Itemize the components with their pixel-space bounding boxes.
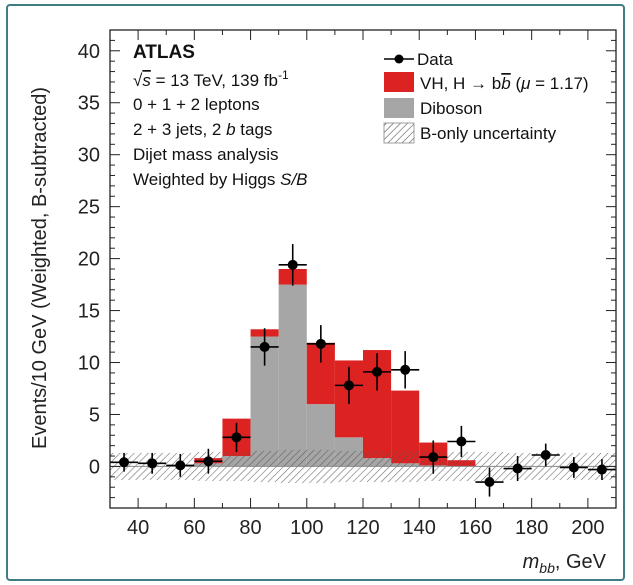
data-point <box>596 464 607 475</box>
data-point <box>147 458 158 469</box>
sqrt-symbol: √ <box>133 71 143 90</box>
data-point <box>119 457 130 468</box>
data-point <box>456 436 467 447</box>
plot-area: 40 60 80 100 120 140 160 180 200 0 5 10 15 20 25 30 35 40 <box>78 29 617 539</box>
x-tick-label: 140 <box>403 517 436 539</box>
data-point <box>484 477 495 488</box>
data-point <box>512 463 523 474</box>
legend-data-marker <box>394 54 404 64</box>
x-tick-label: 80 <box>239 517 261 539</box>
legend-item-data: Data <box>384 50 453 69</box>
y-tick-label: 25 <box>78 197 100 219</box>
leptons-label: 0 + 1 + 2 leptons <box>133 95 260 114</box>
jets-label: 2 + 3 jets, 2 b tags <box>133 120 272 139</box>
x-tick-label: 60 <box>183 517 205 539</box>
data-point <box>287 259 298 270</box>
x-tick-label: 160 <box>459 517 492 539</box>
weight-label: Weighted by Higgs S/B <box>133 170 308 189</box>
experiment-label: ATLAS <box>133 42 195 63</box>
x-tick-label: 120 <box>346 517 379 539</box>
y-tick-label: 5 <box>89 404 100 426</box>
y-tick-label: 35 <box>78 93 100 115</box>
legend-diboson-swatch <box>384 98 414 118</box>
data-point <box>428 452 439 463</box>
data-point <box>175 460 186 471</box>
x-tick-label: 180 <box>515 517 548 539</box>
x-tick-label: 200 <box>571 517 604 539</box>
diboson-bar <box>278 284 307 467</box>
data-point <box>540 450 551 461</box>
legend-uncertainty-label: B-only uncertainty <box>420 124 557 143</box>
data-point <box>315 338 326 349</box>
y-tick-label: 40 <box>78 41 100 63</box>
info-block: ATLAS √s = 13 TeV, 139 fb-1 0 + 1 + 2 le… <box>133 42 308 189</box>
data-point <box>568 462 579 473</box>
y-tick-label: 0 <box>89 456 100 478</box>
data-point <box>400 364 411 375</box>
y-tick-label: 15 <box>78 301 100 323</box>
x-axis-title: mbb, GeV <box>523 551 607 576</box>
legend-diboson-label: Diboson <box>420 99 482 118</box>
legend-item-diboson: Diboson <box>384 98 482 118</box>
legend: Data VH, H → bb (μ = 1.17) Diboson B-onl… <box>383 50 589 144</box>
legend-data-label: Data <box>417 50 453 69</box>
y-tick-label: 10 <box>78 353 100 375</box>
y-tick-label: 30 <box>78 145 100 167</box>
data-point <box>259 341 270 352</box>
y-tick-label: 20 <box>78 249 100 271</box>
data-point <box>372 366 383 377</box>
data-point <box>231 432 242 443</box>
data-point <box>203 456 214 467</box>
legend-vh-swatch <box>384 72 414 92</box>
legend-item-uncertainty: B-only uncertainty <box>383 122 557 144</box>
x-tick-label: 40 <box>127 517 149 539</box>
legend-item-vh: VH, H → bb (μ = 1.17) <box>384 72 589 93</box>
chart-frame <box>6 4 625 581</box>
analysis-label: Dijet mass analysis <box>133 145 279 164</box>
data-point <box>343 380 354 391</box>
y-axis-title: Events/10 GeV (Weighted, B-subtracted) <box>29 87 51 449</box>
energy-lumi-label: √s = 13 TeV, 139 fb-1 <box>133 68 289 90</box>
legend-vh-label: VH, H → bb (μ = 1.17) <box>420 74 589 93</box>
x-tick-label: 100 <box>290 517 323 539</box>
legend-uncertainty-swatch <box>383 122 415 144</box>
